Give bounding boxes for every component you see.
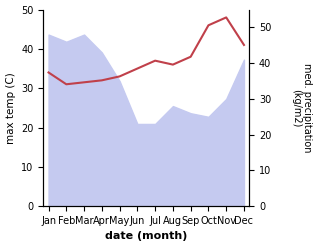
Y-axis label: med. precipitation
(kg/m2): med. precipitation (kg/m2) — [291, 63, 313, 153]
X-axis label: date (month): date (month) — [105, 231, 187, 242]
Y-axis label: max temp (C): max temp (C) — [5, 72, 16, 144]
